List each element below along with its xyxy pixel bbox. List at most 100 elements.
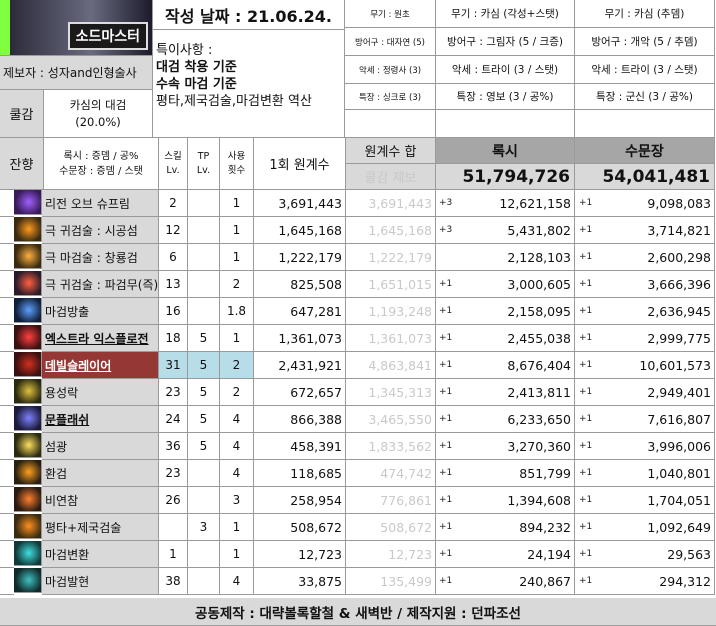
base-coef-header: 1회 원계수 [254, 138, 346, 190]
remain-label: 잔향 [0, 138, 44, 190]
sum-coef: 12,723 [346, 541, 436, 568]
skill-lv: 16 [159, 298, 188, 325]
skill-name: 환검 [42, 460, 159, 487]
roxy-header: 록시 [436, 138, 575, 164]
sword-dance-icon [14, 271, 42, 296]
skill-name: 비연참 [42, 487, 159, 514]
gate-total: 54,041,481 [575, 164, 715, 190]
skill-lv: 13 [159, 271, 188, 298]
use-count: 4 [220, 433, 254, 460]
row-left-strip [0, 568, 14, 595]
tp-lv: 5 [188, 406, 220, 433]
base-coef: 866,388 [254, 406, 346, 433]
gate-damage: 2,636,945 [575, 298, 715, 325]
base-coef: 2,431,921 [254, 352, 346, 379]
gate-bonus: +1 [579, 360, 593, 370]
skill-name: 평타+제국검술 [42, 514, 159, 541]
gate-bonus: +1 [579, 333, 593, 343]
sum-coef: 776,861 [346, 487, 436, 514]
row-left-strip [0, 514, 14, 541]
gate-bonus: +1 [579, 225, 593, 235]
dragon-fall-icon [14, 379, 42, 404]
equip-col3-3: 특장 : 군신 (3 / 공%) [575, 84, 715, 110]
equip-col2-blank [436, 110, 575, 138]
gate-damage: 1,704,051 [575, 487, 715, 514]
use-count: 4 [220, 568, 254, 595]
use-count: 3 [220, 487, 254, 514]
skill-lv: 24 [159, 406, 188, 433]
roxy-bonus: +1 [439, 306, 453, 316]
roxy-bonus: +1 [439, 360, 453, 370]
note-2: 수속 마검 기준 [156, 77, 237, 92]
roxy-bonus: +1 [439, 441, 453, 451]
spacetime-slash-icon [14, 217, 42, 242]
sword-manifest-icon [14, 568, 42, 593]
roxy-bonus: +1 [439, 495, 453, 505]
skill-lv: 12 [159, 217, 188, 244]
roxy-bonus: +1 [439, 468, 453, 478]
use-count: 4 [220, 406, 254, 433]
skill-name: 마검변환 [42, 541, 159, 568]
equip-col3-2: 악세 : 트라이 (3 / 스탯) [575, 56, 715, 84]
skill-name: 용성락 [42, 379, 159, 406]
tp-lv: 5 [188, 379, 220, 406]
flash-icon [14, 433, 42, 458]
row-left-strip [0, 541, 14, 568]
base-coef: 1,645,168 [254, 217, 346, 244]
base-coef: 258,954 [254, 487, 346, 514]
skill-lv: 26 [159, 487, 188, 514]
sum-coef: 508,672 [346, 514, 436, 541]
skill-name: 문플래쉬 [42, 406, 159, 433]
row-left-strip [0, 271, 14, 298]
equip-col2-1: 방어구 : 그림자 (5 / 크증) [436, 28, 575, 56]
gate-damage: 3,996,006 [575, 433, 715, 460]
row-left-strip [0, 298, 14, 325]
sum-coef: 1,833,562 [346, 433, 436, 460]
skill-name: 극 귀검술 : 파검무(즉) [42, 271, 159, 298]
roxy-bonus: +1 [439, 279, 453, 289]
gate-bonus: +1 [579, 252, 593, 262]
gate-damage: 2,999,775 [575, 325, 715, 352]
sum-coef: 1,345,313 [346, 379, 436, 406]
cooldown-value: 카심의 대검 (20.0%) [44, 90, 153, 138]
sword-release-icon [14, 298, 42, 323]
skill-lv: 31 [159, 352, 188, 379]
dragon-sword-icon [14, 244, 42, 269]
row-left-strip [0, 487, 14, 514]
equip-col3-0: 무기 : 카심 (추뎀) [575, 0, 715, 28]
sum-coef: 3,691,443 [346, 190, 436, 217]
base-coef: 3,691,443 [254, 190, 346, 217]
base-coef: 33,875 [254, 568, 346, 595]
basic-attack-icon [14, 514, 42, 539]
roxy-damage: 2,455,038 [436, 325, 575, 352]
gate-header: 수문장 [575, 138, 715, 164]
sum-coef: 474,742 [346, 460, 436, 487]
row-left-strip [0, 460, 14, 487]
skill-name: 엑스트라 익스플로전 [42, 325, 159, 352]
base-coef: 458,391 [254, 433, 346, 460]
gate-damage: 1,092,649 [575, 514, 715, 541]
note-1: 대검 착용 기준 [156, 60, 237, 75]
base-coef: 1,361,073 [254, 325, 346, 352]
skill-name: 섬광 [42, 433, 159, 460]
tp-lv [188, 298, 220, 325]
sum-coef: 1,193,248 [346, 298, 436, 325]
equip-col3-blank [575, 110, 715, 138]
equip-col2-3: 특장 : 영보 (3 / 공%) [436, 84, 575, 110]
tp-lv [188, 541, 220, 568]
use-count: 2 [220, 352, 254, 379]
base-coef: 825,508 [254, 271, 346, 298]
use-count: 1 [220, 190, 254, 217]
use-count: 1 [220, 541, 254, 568]
producer-label: 제보자 : 성자and인형술사 [0, 56, 153, 90]
skill-name: 마검방출 [42, 298, 159, 325]
equip-col1-0: 무기 : 원초 [345, 0, 436, 28]
gate-damage: 294,312 [575, 568, 715, 595]
devil-slayer-icon [14, 352, 42, 377]
roxy-damage: 3,270,360 [436, 433, 575, 460]
tp-lv [188, 460, 220, 487]
skill-lv-header: 스킬 Lv. [159, 138, 188, 190]
notes-box: 특이사항 : 대검 착용 기준 수속 마검 기준 평타,제국검술,마검변환 역산 [153, 30, 345, 138]
row-left-strip [0, 325, 14, 352]
sum-coef: 1,361,073 [346, 325, 436, 352]
